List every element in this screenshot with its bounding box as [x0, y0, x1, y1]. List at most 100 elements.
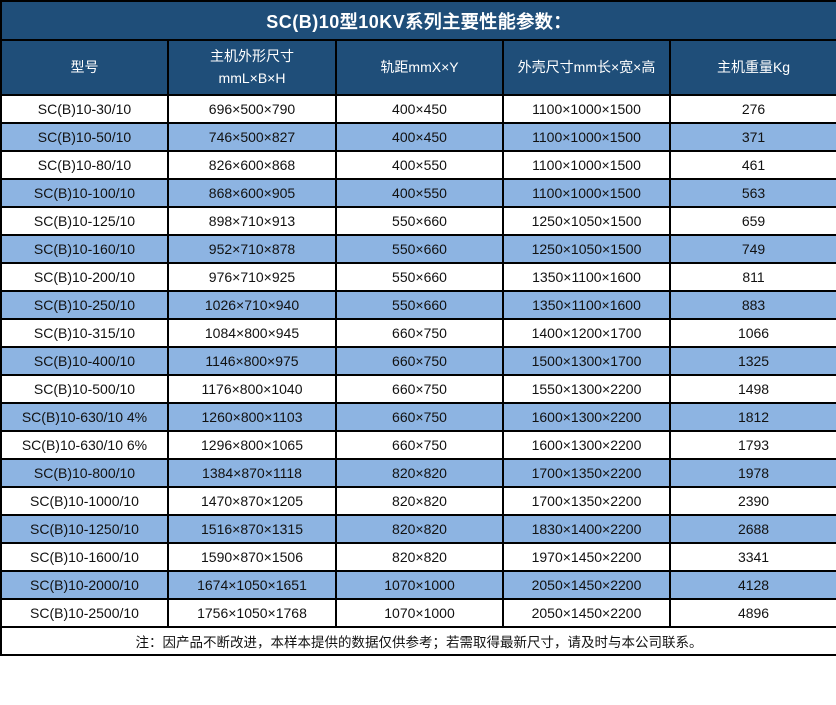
spec-table: SC(B)10型10KV系列主要性能参数： 型号 主机外形尺寸 mmL×B×H 轨距… — [0, 0, 836, 656]
weight-cell: 2390 — [668, 486, 836, 516]
shell-size-cell: 1830×1400×2200 — [502, 514, 671, 544]
page-title: SC(B)10型10KV系列主要性能参数： — [0, 0, 836, 41]
table-row: SC(B)10-1600/10 1590×870×1506 820×820 1970×… — [0, 542, 836, 572]
shell-size-cell: 1350×1100×1600 — [502, 262, 671, 292]
dimensions-cell: 826×600×868 — [167, 150, 337, 180]
model-cell: SC(B)10-315/10 — [0, 318, 169, 348]
rail-gauge-cell: 660×750 — [335, 374, 504, 404]
model-cell: SC(B)10-100/10 — [0, 178, 169, 208]
rail-gauge-cell: 660×750 — [335, 430, 504, 460]
dimensions-cell: 696×500×790 — [167, 94, 337, 124]
rail-gauge-cell: 820×820 — [335, 514, 504, 544]
dimensions-cell: 1590×870×1506 — [167, 542, 337, 572]
weight-cell: 461 — [668, 150, 836, 180]
shell-size-cell: 1350×1100×1600 — [502, 290, 671, 320]
shell-size-cell: 1250×1050×1500 — [502, 234, 671, 264]
weight-cell: 276 — [668, 94, 836, 124]
weight-cell: 2688 — [668, 514, 836, 544]
table-row: SC(B)10-630/10 6% 1296×800×1065 660×750 160… — [0, 430, 836, 460]
shell-size-cell: 1970×1450×2200 — [502, 542, 671, 572]
dimensions-cell: 1470×870×1205 — [167, 486, 337, 516]
table-row: SC(B)10-160/10 952×710×878 550×660 1250×105… — [0, 234, 836, 264]
dimensions-cell: 1176×800×1040 — [167, 374, 337, 404]
table-row: SC(B)10-2500/10 1756×1050×1768 1070×1000 20… — [0, 598, 836, 628]
header-row: 型号 主机外形尺寸 mmL×B×H 轨距mmX×Y 外壳尺寸mm长×宽×高 主机重量Kg — [0, 39, 836, 96]
model-cell: SC(B)10-50/10 — [0, 122, 169, 152]
column-header: 轨距mmX×Y — [335, 39, 504, 96]
dimensions-cell: 868×600×905 — [167, 178, 337, 208]
table-row: SC(B)10-800/10 1384×870×1118 820×820 1700×1… — [0, 458, 836, 488]
model-cell: SC(B)10-630/10 4% — [0, 402, 169, 432]
shell-size-cell: 1400×1200×1700 — [502, 318, 671, 348]
weight-cell: 1498 — [668, 374, 836, 404]
rail-gauge-cell: 400×450 — [335, 94, 504, 124]
dimensions-cell: 1516×870×1315 — [167, 514, 337, 544]
dimensions-cell: 952×710×878 — [167, 234, 337, 264]
weight-cell: 4896 — [668, 598, 836, 628]
table-row: SC(B)10-630/10 4% 1260×800×1103 660×750 160… — [0, 402, 836, 432]
dimensions-cell: 1296×800×1065 — [167, 430, 337, 460]
weight-cell: 883 — [668, 290, 836, 320]
dimensions-cell: 1384×870×1118 — [167, 458, 337, 488]
weight-cell: 4128 — [668, 570, 836, 600]
footer-row: 注：因产品不断改进，本样本提供的数据仅供参考；若需取得最新尺寸，请及时与本公司联… — [0, 626, 836, 656]
table-row: SC(B)10-315/10 1084×800×945 660×750 1400×12… — [0, 318, 836, 348]
table-row: SC(B)10-30/10 696×500×790 400×450 1100×1000… — [0, 94, 836, 124]
rail-gauge-cell: 820×820 — [335, 486, 504, 516]
shell-size-cell: 1100×1000×1500 — [502, 122, 671, 152]
table-row: SC(B)10-400/10 1146×800×975 660×750 1500×13… — [0, 346, 836, 376]
rail-gauge-cell: 1070×1000 — [335, 570, 504, 600]
model-cell: SC(B)10-125/10 — [0, 206, 169, 236]
shell-size-cell: 1600×1300×2200 — [502, 430, 671, 460]
shell-size-cell: 1700×1350×2200 — [502, 458, 671, 488]
weight-cell: 1812 — [668, 402, 836, 432]
rail-gauge-cell: 400×550 — [335, 178, 504, 208]
table-row: SC(B)10-200/10 976×710×925 550×660 1350×110… — [0, 262, 836, 292]
column-header: 主机外形尺寸 mmL×B×H — [167, 39, 337, 96]
model-cell: SC(B)10-2000/10 — [0, 570, 169, 600]
table-row: SC(B)10-50/10 746×500×827 400×450 1100×1000… — [0, 122, 836, 152]
shell-size-cell: 2050×1450×2200 — [502, 598, 671, 628]
table-body: SC(B)10-30/10 696×500×790 400×450 1100×1000… — [0, 94, 836, 628]
rail-gauge-cell: 660×750 — [335, 402, 504, 432]
dimensions-cell: 1026×710×940 — [167, 290, 337, 320]
shell-size-cell: 1500×1300×1700 — [502, 346, 671, 376]
title-row: SC(B)10型10KV系列主要性能参数： — [0, 0, 836, 41]
dimensions-cell: 1260×800×1103 — [167, 402, 337, 432]
dimensions-cell: 976×710×925 — [167, 262, 337, 292]
model-cell: SC(B)10-80/10 — [0, 150, 169, 180]
model-cell: SC(B)10-1000/10 — [0, 486, 169, 516]
dimensions-cell: 1674×1050×1651 — [167, 570, 337, 600]
shell-size-cell: 1550×1300×2200 — [502, 374, 671, 404]
rail-gauge-cell: 1070×1000 — [335, 598, 504, 628]
dimensions-cell: 898×710×913 — [167, 206, 337, 236]
column-header: 型号 — [0, 39, 169, 96]
model-cell: SC(B)10-500/10 — [0, 374, 169, 404]
model-cell: SC(B)10-400/10 — [0, 346, 169, 376]
weight-cell: 563 — [668, 178, 836, 208]
table-row: SC(B)10-1000/10 1470×870×1205 820×820 1700×… — [0, 486, 836, 516]
model-cell: SC(B)10-2500/10 — [0, 598, 169, 628]
rail-gauge-cell: 400×550 — [335, 150, 504, 180]
model-cell: SC(B)10-1600/10 — [0, 542, 169, 572]
dimensions-cell: 1084×800×945 — [167, 318, 337, 348]
column-header: 主机重量Kg — [668, 39, 836, 96]
shell-size-cell: 1100×1000×1500 — [502, 94, 671, 124]
rail-gauge-cell: 550×660 — [335, 290, 504, 320]
rail-gauge-cell: 660×750 — [335, 346, 504, 376]
rail-gauge-cell: 820×820 — [335, 458, 504, 488]
table-row: SC(B)10-125/10 898×710×913 550×660 1250×105… — [0, 206, 836, 236]
shell-size-cell: 1250×1050×1500 — [502, 206, 671, 236]
rail-gauge-cell: 550×660 — [335, 262, 504, 292]
dimensions-cell: 746×500×827 — [167, 122, 337, 152]
model-cell: SC(B)10-30/10 — [0, 94, 169, 124]
weight-cell: 1325 — [668, 346, 836, 376]
shell-size-cell: 1600×1300×2200 — [502, 402, 671, 432]
rail-gauge-cell: 660×750 — [335, 318, 504, 348]
dimensions-cell: 1756×1050×1768 — [167, 598, 337, 628]
model-cell: SC(B)10-160/10 — [0, 234, 169, 264]
weight-cell: 659 — [668, 206, 836, 236]
weight-cell: 1066 — [668, 318, 836, 348]
shell-size-cell: 2050×1450×2200 — [502, 570, 671, 600]
model-cell: SC(B)10-250/10 — [0, 290, 169, 320]
